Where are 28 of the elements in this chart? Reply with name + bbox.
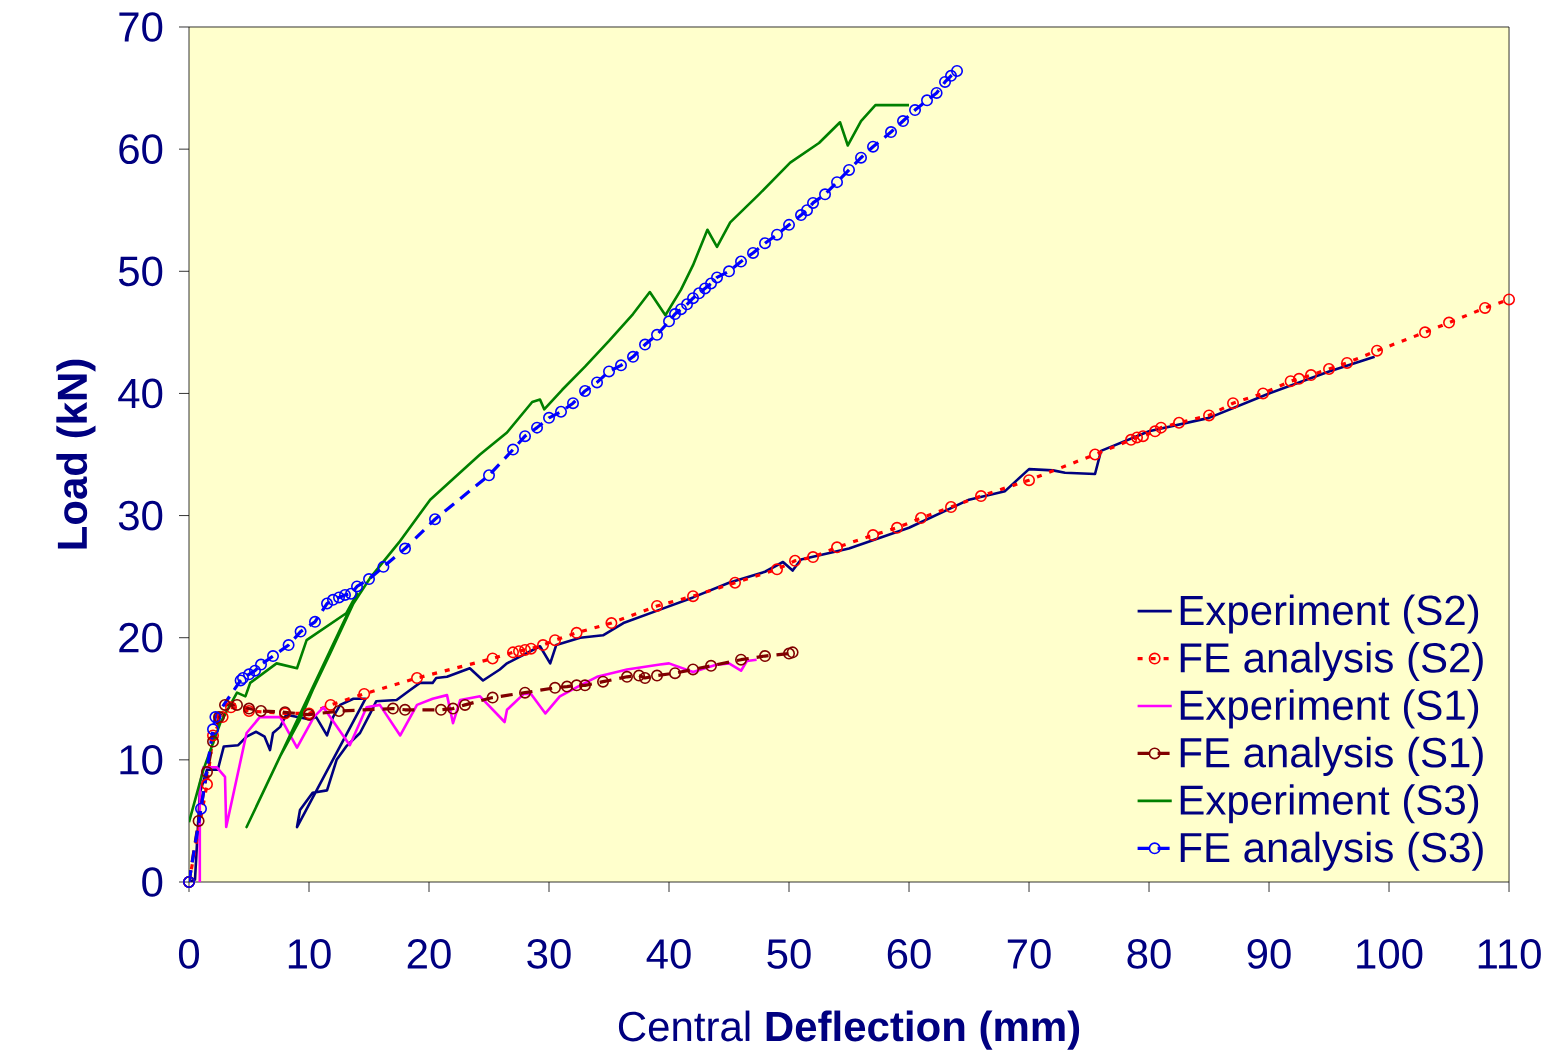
x-tick-label: 10 [288, 939, 331, 969]
y-tick-label: 30 [118, 500, 163, 531]
legend-label: Experiment (S2) [1180, 594, 1479, 634]
y-tick-label: 0 [142, 867, 163, 897]
x-tick-label: 80 [1127, 939, 1171, 969]
legend-label: FE analysis (S2) [1180, 641, 1483, 682]
x-tick-label: 110 [1478, 939, 1541, 969]
x-tick-label: 90 [1247, 939, 1291, 969]
x-tick-label: 70 [1007, 939, 1051, 969]
x-tick-label: 100 [1357, 939, 1423, 969]
y-tick-label: 50 [118, 256, 163, 287]
y-tick-label: 20 [119, 622, 163, 653]
x-tick-label: 60 [887, 939, 931, 969]
x-tick-label: 40 [646, 939, 691, 969]
y-tick-label: 70 [119, 12, 163, 42]
legend-label: FE analysis (S3) [1180, 831, 1483, 871]
x-tick-label: 0 [178, 939, 200, 969]
y-tick-label: 40 [118, 378, 163, 409]
legend-label: Experiment (S1) [1180, 689, 1479, 729]
y-tick-label: 60 [119, 134, 163, 165]
x-tick-label: 30 [527, 939, 571, 969]
x-tick-label: 20 [407, 939, 451, 969]
x-tick-label: 50 [767, 939, 811, 969]
y-tick-label: 10 [120, 744, 163, 775]
y-axis-title: Load (kN) [56, 359, 96, 549]
legend-label: FE analysis (S1) [1180, 736, 1483, 776]
legend-label: Experiment (S3) [1180, 784, 1479, 824]
x-axis-title: Central Deflection (mm) [618, 1010, 1080, 1050]
